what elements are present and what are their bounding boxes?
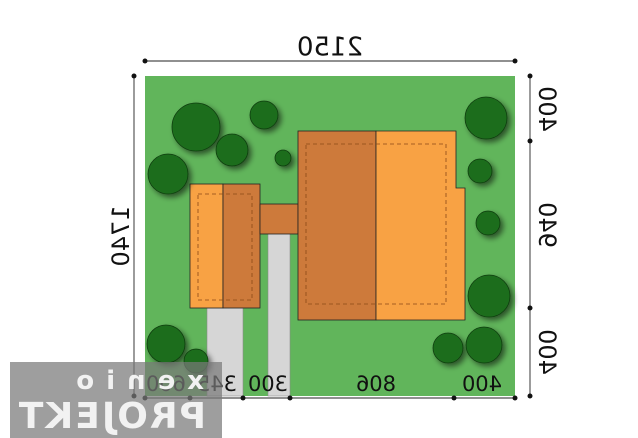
tree bbox=[274, 149, 292, 167]
garage-dark-roof bbox=[222, 183, 261, 309]
house-outline bbox=[305, 143, 447, 305]
dim-right-3: 400 bbox=[533, 329, 561, 375]
tree bbox=[465, 326, 503, 364]
dim-right-2: 940 bbox=[533, 202, 561, 248]
garage-outline bbox=[197, 193, 253, 301]
dim-right-1: 400 bbox=[533, 86, 561, 132]
dim-bottom-4: 806 bbox=[356, 372, 396, 396]
garage bbox=[189, 183, 261, 309]
tree bbox=[432, 332, 464, 364]
tree bbox=[249, 100, 279, 130]
watermark-line-1: xenio bbox=[64, 366, 204, 396]
tree bbox=[171, 102, 221, 152]
main-house bbox=[297, 130, 466, 321]
trees bbox=[146, 96, 511, 374]
dim-bottom-5: 400 bbox=[462, 372, 502, 396]
dim-bottom-3: 300 bbox=[248, 372, 288, 396]
house-dark-roof bbox=[297, 130, 377, 321]
tree bbox=[215, 133, 249, 167]
tree bbox=[146, 324, 186, 364]
tree bbox=[467, 274, 511, 318]
dim-top: 2150 bbox=[297, 33, 363, 63]
watermark-logo: xenio PROJEKT bbox=[10, 362, 222, 438]
dim-left: 1740 bbox=[107, 205, 135, 266]
tree bbox=[475, 210, 501, 236]
tree bbox=[147, 153, 189, 195]
tree bbox=[464, 96, 508, 140]
tree bbox=[467, 158, 493, 184]
house-light-roof bbox=[375, 130, 466, 321]
garage-light-roof bbox=[189, 183, 224, 309]
connector bbox=[259, 203, 299, 235]
watermark-line-2: PROJEKT bbox=[16, 396, 206, 437]
